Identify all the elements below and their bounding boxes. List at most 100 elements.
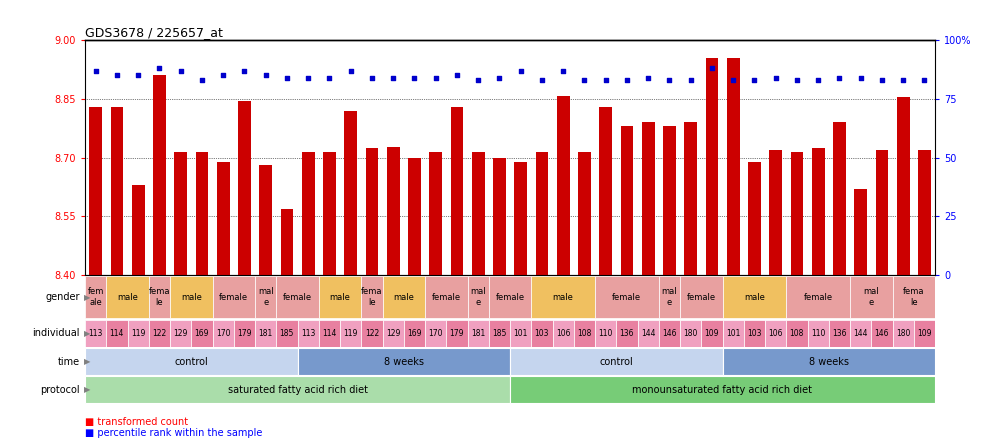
Bar xyxy=(510,348,722,375)
Text: female: female xyxy=(804,293,833,301)
Text: 181: 181 xyxy=(471,329,485,338)
Bar xyxy=(110,107,123,275)
Bar xyxy=(812,148,825,275)
Bar xyxy=(680,320,701,347)
Text: 108: 108 xyxy=(790,329,804,338)
Bar xyxy=(106,320,128,347)
Bar xyxy=(786,320,808,347)
Text: GDS3678 / 225657_at: GDS3678 / 225657_at xyxy=(85,26,223,39)
Bar xyxy=(552,320,574,347)
Point xyxy=(853,74,869,81)
Text: 113: 113 xyxy=(301,329,315,338)
Text: fema
le: fema le xyxy=(361,287,383,307)
Bar xyxy=(791,152,803,275)
Text: 180: 180 xyxy=(896,329,910,338)
Bar xyxy=(234,320,255,347)
Text: 146: 146 xyxy=(875,329,889,338)
Text: saturated fatty acid rich diet: saturated fatty acid rich diet xyxy=(228,385,368,395)
Text: mal
e: mal e xyxy=(863,287,879,307)
Point xyxy=(321,74,337,81)
Bar xyxy=(128,320,149,347)
Bar xyxy=(531,320,552,347)
Bar xyxy=(450,107,463,275)
Text: 185: 185 xyxy=(492,329,507,338)
Bar xyxy=(808,320,829,347)
Text: mal
e: mal e xyxy=(470,287,486,307)
Text: 8 weeks: 8 weeks xyxy=(384,357,424,367)
Text: mal
e: mal e xyxy=(258,287,273,307)
Bar xyxy=(829,320,850,347)
Text: 144: 144 xyxy=(853,329,868,338)
Bar xyxy=(170,276,212,318)
Text: male: male xyxy=(181,293,202,301)
Point xyxy=(683,76,699,83)
Point xyxy=(810,76,826,83)
Text: 106: 106 xyxy=(556,329,570,338)
Text: male: male xyxy=(744,293,765,301)
Bar xyxy=(871,320,893,347)
Text: 169: 169 xyxy=(407,329,422,338)
Point xyxy=(130,71,146,79)
Bar xyxy=(382,276,425,318)
Bar xyxy=(276,276,319,318)
Bar xyxy=(893,276,935,318)
Point xyxy=(598,76,614,83)
Text: 101: 101 xyxy=(513,329,528,338)
Bar xyxy=(429,152,442,275)
Text: 185: 185 xyxy=(280,329,294,338)
Bar xyxy=(276,320,298,347)
Point xyxy=(343,67,359,74)
Point xyxy=(236,67,252,74)
Text: gender: gender xyxy=(46,292,80,302)
Bar xyxy=(170,320,191,347)
Point xyxy=(874,76,890,83)
Text: 103: 103 xyxy=(535,329,549,338)
Point xyxy=(406,74,422,81)
Bar xyxy=(706,58,718,275)
Bar xyxy=(727,58,740,275)
Bar xyxy=(510,376,935,404)
Point xyxy=(619,76,635,83)
Text: 101: 101 xyxy=(726,329,740,338)
Point xyxy=(385,74,401,81)
Text: 110: 110 xyxy=(811,329,825,338)
Bar xyxy=(85,376,510,404)
Text: 179: 179 xyxy=(450,329,464,338)
Bar xyxy=(446,320,468,347)
Bar xyxy=(361,320,382,347)
Bar xyxy=(361,276,382,318)
Text: 136: 136 xyxy=(832,329,847,338)
Bar xyxy=(557,96,570,275)
Bar xyxy=(722,348,935,375)
Text: individual: individual xyxy=(32,328,80,338)
Text: male: male xyxy=(393,293,414,301)
Text: monounsaturated fatty acid rich diet: monounsaturated fatty acid rich diet xyxy=(633,385,812,395)
Text: 119: 119 xyxy=(343,329,358,338)
Point xyxy=(704,65,720,72)
Bar xyxy=(489,276,531,318)
Text: male: male xyxy=(553,293,574,301)
Text: ▶: ▶ xyxy=(84,293,90,301)
Point xyxy=(428,74,444,81)
Text: 106: 106 xyxy=(768,329,783,338)
Bar xyxy=(408,158,421,275)
Text: ■ percentile rank within the sample: ■ percentile rank within the sample xyxy=(85,428,262,438)
Bar xyxy=(536,152,548,275)
Bar xyxy=(595,320,616,347)
Bar xyxy=(153,75,166,275)
Text: female: female xyxy=(495,293,525,301)
Bar xyxy=(642,123,654,275)
Bar xyxy=(191,320,212,347)
Bar xyxy=(196,152,208,275)
Point xyxy=(895,76,911,83)
Bar xyxy=(404,320,425,347)
Point xyxy=(151,65,167,72)
Bar xyxy=(323,152,336,275)
Bar xyxy=(319,320,340,347)
Bar xyxy=(280,209,293,275)
Bar xyxy=(769,150,782,275)
Text: ▶: ▶ xyxy=(84,357,90,366)
Bar xyxy=(85,320,106,347)
Point xyxy=(194,76,210,83)
Bar xyxy=(850,276,893,318)
